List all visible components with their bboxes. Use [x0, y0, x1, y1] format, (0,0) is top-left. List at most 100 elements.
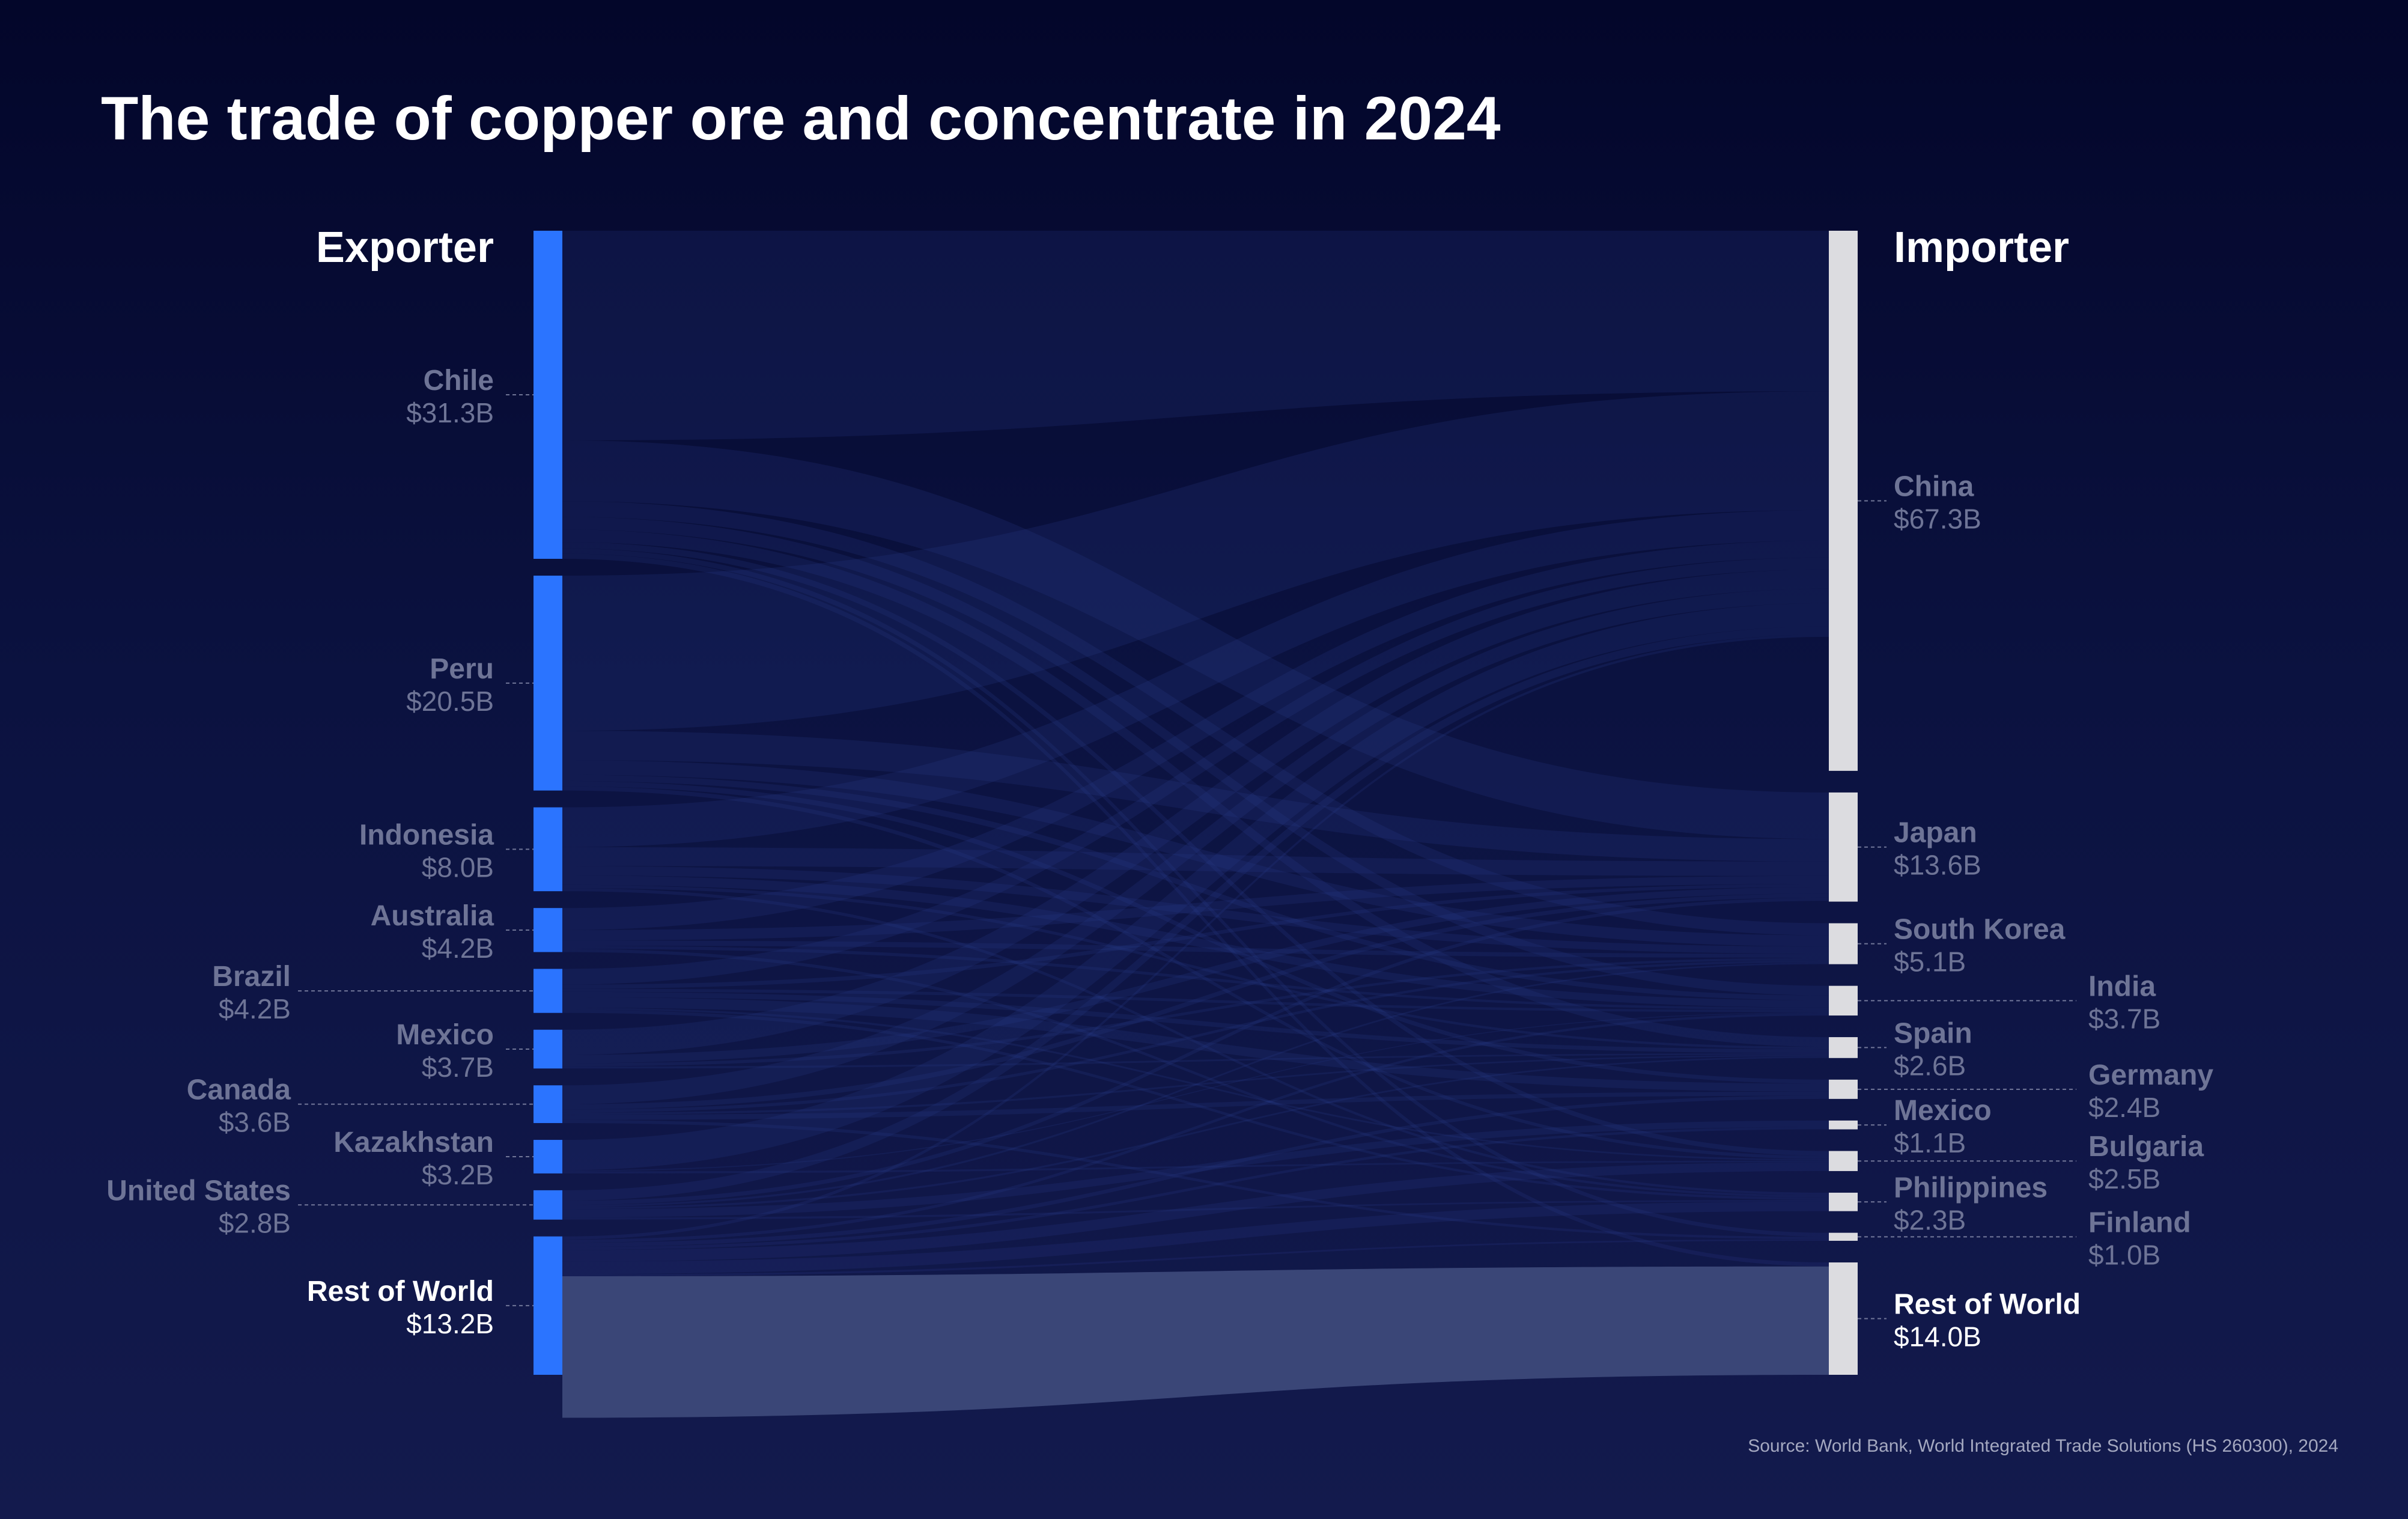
exporter-value-brazil: $4.2B — [219, 993, 291, 1024]
flow-brazil-to-spain — [562, 991, 1829, 1053]
flow-brazil-to-india — [562, 988, 1829, 1012]
exporter-name-chile: Chile — [424, 365, 494, 397]
flow-chile-to-rest-of-world — [562, 553, 1829, 1267]
importer-bar-germany — [1829, 1079, 1858, 1099]
importer-header: Importer — [1894, 224, 2069, 272]
flow-rest-of-world-to-rest-of-world — [562, 1266, 1829, 1418]
exporter-bar-mexico — [534, 1029, 562, 1069]
flow-mexico-to-japan — [562, 887, 1829, 1064]
importer-name-india: India — [2088, 970, 2156, 1002]
importer-bar-finland — [1829, 1232, 1858, 1241]
flow-peru-to-bulgaria — [562, 786, 1829, 1159]
importer-bar-india — [1829, 985, 1858, 1016]
exporter-name-mexico: Mexico — [396, 1019, 494, 1051]
exporter-value-indonesia: $8.0B — [422, 851, 494, 883]
flow-peru-to-china — [562, 391, 1829, 731]
exporter-name-canada: Canada — [187, 1074, 291, 1106]
flow-united-states-to-philippines — [562, 1199, 1829, 1220]
exporter-value-canada: $3.6B — [219, 1107, 291, 1138]
exporter-name-rest-of-world: Rest of World — [307, 1276, 494, 1307]
exporter-bar-brazil — [534, 969, 562, 1013]
exporter-name-brazil: Brazil — [212, 961, 291, 993]
exporter-bar-australia — [534, 908, 562, 952]
flow-chile-to-spain — [562, 529, 1829, 1047]
flow-rest-of-world-to-philippines — [562, 1201, 1829, 1274]
exporter-bar-chile — [534, 231, 562, 559]
flow-kazakhstan-to-india — [562, 1012, 1829, 1172]
importer-value-spain: $2.6B — [1894, 1050, 1966, 1081]
flow-mexico-to-south-korea — [562, 957, 1829, 1067]
flow-rest-of-world-to-germany — [562, 1095, 1829, 1247]
importer-value-japan: $13.6B — [1894, 850, 1981, 881]
importer-bar-bulgaria — [1829, 1151, 1858, 1171]
importer-value-bulgaria: $2.5B — [2088, 1163, 2160, 1195]
exporter-bar-kazakhstan — [534, 1140, 562, 1173]
flow-rest-of-world-to-bulgaria — [562, 1162, 1829, 1262]
flow-chile-to-finland — [562, 548, 1829, 1237]
flow-brazil-to-china — [562, 557, 1829, 985]
importer-value-philippines: $2.3B — [1894, 1204, 1966, 1235]
importer-name-rest-of-world: Rest of World — [1894, 1289, 2081, 1321]
importer-name-germany: Germany — [2088, 1059, 2213, 1091]
flow-australia-to-japan — [562, 875, 1829, 941]
flow-canada-to-spain — [562, 1055, 1829, 1115]
importer-value-rest-of-world: $14.0B — [1894, 1321, 1981, 1353]
importer-value-south-korea: $5.1B — [1894, 946, 1966, 978]
importer-bar-japan — [1829, 792, 1858, 902]
flow-chile-to-japan — [562, 440, 1829, 839]
flow-canada-to-japan — [562, 893, 1829, 1110]
flow-mexico-to-china — [562, 569, 1829, 1055]
exporter-value-peru: $20.5B — [406, 686, 494, 717]
flow-indonesia-to-china — [562, 510, 1829, 847]
flow-chile-to-india — [562, 517, 1829, 996]
flow-canada-to-finland — [562, 1119, 1829, 1240]
flow-united-states-to-mexico — [562, 1120, 1829, 1218]
flow-canada-to-china — [562, 588, 1829, 1104]
flow-rest-of-world-to-china — [562, 634, 1829, 1240]
importer-value-china: $67.3B — [1894, 503, 1981, 534]
flow-peru-to-japan — [562, 731, 1829, 862]
flow-rest-of-world-to-india — [562, 1013, 1829, 1243]
flow-australia-to-china — [562, 540, 1829, 930]
flow-united-states-to-spain — [562, 1056, 1829, 1210]
importer-bar-mexico — [1829, 1120, 1858, 1130]
exporter-value-australia: $4.2B — [422, 933, 494, 964]
exporter-value-chile: $31.3B — [406, 397, 494, 428]
exporter-name-australia: Australia — [371, 900, 494, 932]
flow-brazil-to-japan — [562, 884, 1829, 989]
flow-kazakhstan-to-bulgaria — [562, 1160, 1829, 1173]
flow-brazil-to-germany — [562, 997, 1829, 1092]
exporter-value-united-states: $2.8B — [219, 1207, 291, 1238]
flow-chile-to-china — [562, 231, 1829, 440]
flow-brazil-to-philippines — [562, 1009, 1829, 1200]
importer-name-japan: Japan — [1894, 817, 1977, 849]
importer-bar-china — [1829, 231, 1858, 771]
exporter-name-indonesia: Indonesia — [359, 819, 494, 851]
exporter-bar-indonesia — [534, 807, 562, 892]
flow-indonesia-to-japan — [562, 847, 1829, 876]
flow-united-states-to-china — [562, 626, 1829, 1201]
importer-value-india: $3.7B — [2088, 1003, 2160, 1034]
exporter-bar-peru — [534, 576, 562, 791]
exporter-value-mexico: $3.7B — [422, 1052, 494, 1083]
flow-peru-to-germany — [562, 781, 1829, 1084]
importer-name-finland: Finland — [2088, 1207, 2191, 1238]
flow-rest-of-world-to-mexico — [562, 1127, 1829, 1250]
importer-value-germany: $2.4B — [2088, 1092, 2160, 1123]
exporter-name-kazakhstan: Kazakhstan — [333, 1127, 494, 1158]
importer-name-spain: Spain — [1894, 1017, 1972, 1049]
exporter-value-rest-of-world: $13.2B — [406, 1308, 494, 1339]
importer-name-philippines: Philippines — [1894, 1172, 2048, 1204]
flow-united-states-to-japan — [562, 897, 1829, 1205]
importer-name-china: China — [1894, 470, 1974, 502]
importer-name-mexico: Mexico — [1894, 1095, 1992, 1127]
flow-indonesia-to-south-korea — [562, 866, 1829, 954]
flow-chile-to-south-korea — [562, 501, 1829, 936]
flow-australia-to-south-korea — [562, 940, 1829, 958]
node-labels: Chile$31.3B Peru$20.5B Indonesia$8.0B Austr… — [106, 365, 2213, 1352]
flow-links — [562, 231, 1829, 1418]
flow-united-states-to-south-korea — [562, 962, 1829, 1207]
exporter-bar-canada — [534, 1085, 562, 1124]
flow-peru-to-india — [562, 775, 1829, 1000]
